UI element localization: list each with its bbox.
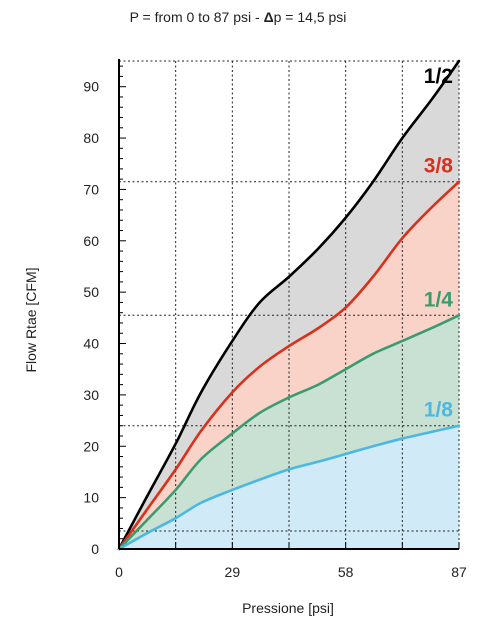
area-fill-2 [119,181,459,549]
tick-labels: 0 10 20 30 40 50 60 70 80 90 0 29 58 87 [83,79,467,580]
series-line-3 [117,313,461,551]
y-tick-label: 40 [83,336,99,352]
y-tick-label: 30 [83,387,99,403]
x-tick-label: 87 [451,564,467,580]
series-label-4: 1/8 [424,399,454,422]
chart-title-delta: Δ [264,9,274,25]
y-tick-label: 90 [83,79,99,95]
y-tick-label: 60 [83,233,99,249]
area-fill-4 [119,425,459,549]
x-tick-label: 0 [115,564,123,580]
series-line-4 [117,424,461,551]
chart-title-prefix: P = from 0 to 87 psi - [130,9,264,25]
y-tick-label: 10 [83,490,99,506]
chart-title: P = from 0 to 87 psi - Δp = 14,5 psi [130,9,347,25]
series-lines [117,59,461,551]
axes [118,59,460,550]
series-label-3: 1/4 [424,288,454,311]
series-label-2: 3/8 [424,155,454,178]
y-axis-title: Flow Rtae [CFM] [23,267,39,372]
series-labels: 1/2 3/8 1/4 1/8 [424,65,454,422]
y-tick-label: 50 [83,284,99,300]
chart-title-suffix: p = 14,5 psi [274,9,347,25]
y-tick-label: 80 [83,130,99,146]
y-tick-label: 0 [91,541,99,557]
y-tick-label: 70 [83,181,99,197]
x-tick-label: 29 [225,564,241,580]
series-label-1: 1/2 [424,65,453,88]
y-tick-label: 20 [83,438,99,454]
x-axis-title: Pressione [psi] [242,600,334,616]
area-fill-3 [119,315,459,549]
series-line-1 [117,59,461,551]
series-line-2 [117,180,461,551]
x-tick-label: 58 [338,564,354,580]
